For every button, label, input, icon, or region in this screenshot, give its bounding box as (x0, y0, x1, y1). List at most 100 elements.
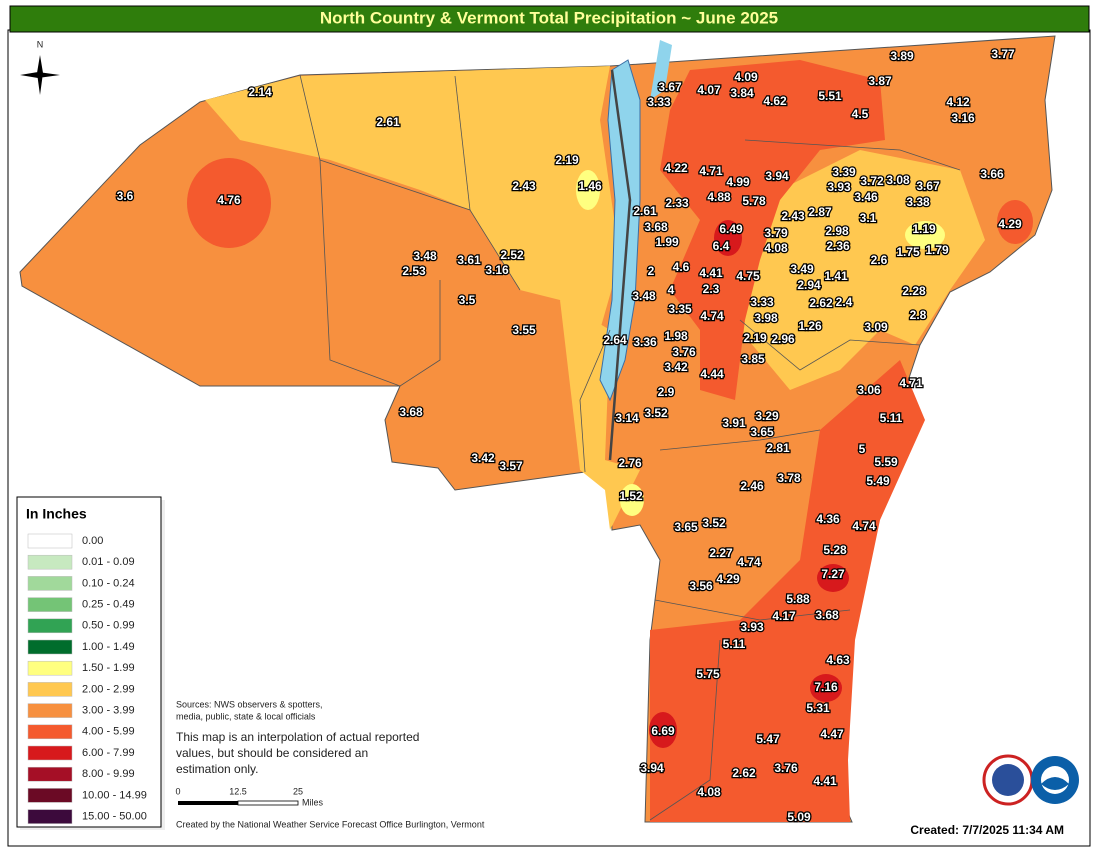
station-value: 1.98 (664, 329, 688, 343)
sources: Sources: NWS observers & spotters, (176, 699, 323, 709)
station-value: 3.48 (632, 289, 656, 303)
station-value: 4.12 (946, 95, 970, 109)
station-value: 3.66 (980, 167, 1004, 181)
station-value: 2.43 (781, 209, 805, 223)
station-value: 4.75 (736, 269, 760, 283)
legend-label: 4.00 - 5.99 (82, 726, 135, 738)
station-value: 3.76 (672, 345, 696, 359)
station-value: 3.33 (647, 95, 671, 109)
legend: In Inches 0.00 0.01 - 0.09 0.10 - 0.24 0.25… (16, 496, 165, 830)
station-value: 3.78 (777, 471, 801, 485)
station-value: 2.19 (555, 153, 579, 167)
station-value: 2.4 (836, 295, 853, 309)
station-value: 3.33 (750, 295, 774, 309)
station-value: 3.35 (668, 302, 692, 316)
station-value: 4.07 (697, 83, 721, 97)
station-value: 3.76 (774, 761, 798, 775)
legend-swatch (27, 703, 73, 718)
station-value: 2 (648, 264, 655, 278)
legend-swatch (27, 682, 73, 697)
station-value: 4.41 (813, 774, 837, 788)
map-regions (19, 35, 1056, 823)
legend-title: In Inches (26, 506, 87, 522)
station-value: 2.87 (808, 205, 832, 219)
station-value: 3.65 (674, 520, 698, 534)
station-value: 6.49 (719, 222, 743, 236)
station-value: 3.98 (754, 311, 778, 325)
station-value: 3.16 (951, 111, 975, 125)
station-value: 3.39 (832, 165, 856, 179)
station-value: 4.74 (737, 555, 761, 569)
station-value: 3.06 (857, 383, 881, 397)
station-value: 2.6 (871, 253, 888, 267)
scale-tick: 12.5 (229, 786, 247, 796)
station-value: 4.99 (726, 175, 750, 189)
station-value: 1.99 (655, 235, 679, 249)
station-value: 3.89 (890, 49, 914, 63)
station-value: 2.76 (618, 456, 642, 470)
legend-label: 3.00 - 3.99 (82, 705, 135, 717)
legend-swatch (27, 554, 73, 570)
station-value: 3.68 (644, 220, 668, 234)
station-value: 5.11 (880, 411, 903, 425)
station-value: 4 (668, 283, 675, 297)
scale-bar: 0 12.5 25 Miles (175, 786, 323, 807)
station-value: 3.93 (740, 620, 764, 634)
station-value: 4.74 (700, 309, 724, 323)
station-value: 4.08 (764, 241, 788, 255)
station-value: 2.19 (743, 331, 767, 345)
station-value: 3.46 (854, 190, 878, 204)
legend-swatch (27, 809, 73, 824)
station-value: 2.9 (658, 385, 675, 399)
scale-tick: 25 (293, 786, 303, 796)
station-value: 1.41 (824, 269, 848, 283)
legend-swatch (27, 533, 73, 549)
station-value: 3.87 (868, 74, 892, 88)
created-date: Created: 7/7/2025 11:34 AM (910, 823, 1064, 837)
legend-label: 1.50 - 1.99 (82, 662, 135, 674)
station-value: 5.47 (756, 732, 780, 746)
legend-label: 0.10 - 0.24 (82, 577, 135, 589)
legend-swatch (27, 788, 73, 803)
legend-label: 0.00 (82, 535, 103, 547)
station-value: 4.29 (716, 572, 740, 586)
legend-swatch (27, 724, 73, 740)
station-value: 4.6 (673, 260, 690, 274)
legend-items: 0.00 0.01 - 0.09 0.10 - 0.24 0.25 - 0.49 0.5… (27, 533, 147, 824)
north-arrow: N (20, 39, 60, 95)
station-value: 3.14 (615, 411, 639, 425)
station-value: 2.94 (797, 278, 821, 292)
legend-swatch (27, 660, 73, 676)
station-value: 2.62 (809, 296, 833, 310)
station-value: 2.62 (732, 766, 756, 780)
station-value: 1.46 (578, 179, 602, 193)
station-value: 2.98 (825, 224, 849, 238)
station-value: 4.29 (998, 217, 1022, 231)
station-value: 2.28 (902, 284, 926, 298)
legend-label: 10.00 - 14.99 (82, 789, 147, 801)
station-value: 3.52 (644, 406, 668, 420)
station-value: 2.96 (771, 332, 795, 346)
station-value: 3.79 (764, 226, 788, 240)
station-value: 2.3 (703, 282, 720, 296)
station-value: 2.64 (603, 333, 627, 347)
station-value: 1.26 (798, 319, 822, 333)
station-value: 3.29 (755, 409, 779, 423)
station-value: 1.79 (925, 243, 949, 257)
legend-label: 8.00 - 9.99 (82, 768, 135, 780)
station-value: 5.51 (818, 89, 842, 103)
station-value: 3.94 (765, 169, 789, 183)
station-value: 3.65 (750, 425, 774, 439)
station-value: 1.52 (619, 489, 643, 503)
station-value: 5 (859, 442, 866, 456)
station-value: 5.75 (696, 667, 720, 681)
station-value: 5.31 (806, 701, 830, 715)
station-value: 2.46 (740, 479, 764, 493)
station-value: 4.47 (820, 727, 844, 741)
legend-label: 0.25 - 0.49 (82, 599, 135, 611)
station-value: 3.77 (991, 47, 1015, 61)
station-value: 4.62 (763, 94, 787, 108)
scale-unit: Miles (302, 797, 324, 807)
station-value: 3.09 (864, 320, 888, 334)
legend-swatch (27, 597, 73, 612)
